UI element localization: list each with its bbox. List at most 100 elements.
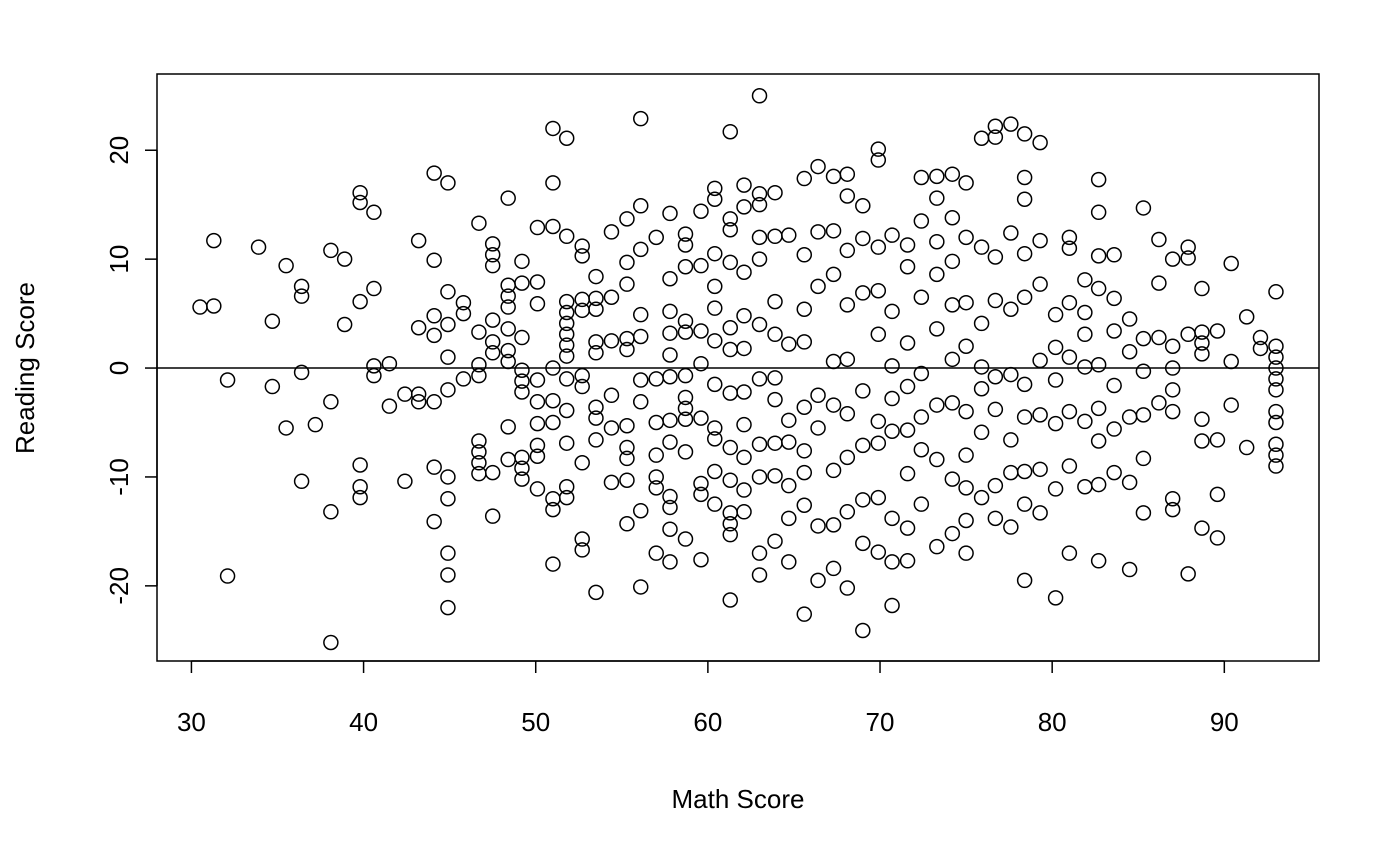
point [455,371,472,387]
point [707,420,723,436]
point [751,316,768,333]
point [1209,530,1226,546]
point [352,184,368,201]
point [870,544,887,560]
point [632,198,649,214]
point [1032,134,1048,151]
point [426,308,442,324]
point [1003,464,1019,481]
point [529,274,546,290]
point [1061,403,1078,420]
point [1151,275,1167,291]
point [1180,326,1196,343]
point [899,259,916,275]
point [987,292,1004,309]
point [722,123,739,140]
point [736,416,752,433]
point [588,410,604,426]
point [825,266,842,283]
point [323,242,339,259]
x-tick-label: 30 [177,707,206,737]
point [781,510,797,527]
point [751,229,768,246]
point [558,326,575,343]
point [440,284,456,300]
point [973,359,990,375]
point [958,338,974,355]
point [767,370,783,386]
point [352,293,368,310]
point [558,371,575,387]
point [913,496,930,512]
point [796,247,813,263]
point [1047,339,1064,356]
point [767,184,783,201]
point [839,406,856,422]
point [529,372,546,388]
point [323,394,339,410]
point [662,303,678,320]
point [1016,289,1033,306]
y-tick-label: 0 [104,361,134,375]
point [1268,436,1284,453]
point [352,489,368,506]
point [870,489,887,506]
point [1209,323,1226,339]
point [1047,306,1064,323]
point [677,400,694,417]
point [1090,357,1107,373]
point [1180,239,1196,255]
point [648,371,664,387]
point [500,299,516,315]
point [796,497,813,514]
point [558,479,575,495]
point [825,353,842,370]
point [574,367,590,384]
point [1135,505,1152,521]
point [1003,432,1019,448]
point [899,520,916,536]
point [767,326,783,343]
point [1164,338,1181,355]
point [426,165,442,181]
point [574,248,590,264]
point [767,468,783,484]
point [1121,561,1138,578]
point [632,306,649,323]
point [588,432,604,448]
point [323,634,339,651]
point [381,355,398,372]
point [484,257,501,274]
point [1209,432,1226,448]
point [944,253,961,270]
point [693,203,709,219]
point [514,253,530,270]
point [514,329,530,346]
point [366,280,382,297]
point [471,433,487,449]
point [1061,349,1078,365]
point [397,386,413,402]
point [619,211,635,227]
point [855,492,871,508]
point [514,362,530,378]
point [1016,191,1033,207]
point [545,501,561,518]
point [1268,414,1284,431]
point [1032,407,1048,423]
point [484,247,501,263]
point [958,480,974,496]
point [1077,304,1093,321]
point [839,504,856,520]
point [677,313,694,329]
point [545,218,561,235]
point [471,357,487,373]
point [722,439,739,456]
point [855,285,871,301]
point [958,447,974,463]
point [751,545,768,561]
point [471,444,487,460]
point [1016,496,1033,512]
point [870,239,887,255]
point [958,294,974,311]
